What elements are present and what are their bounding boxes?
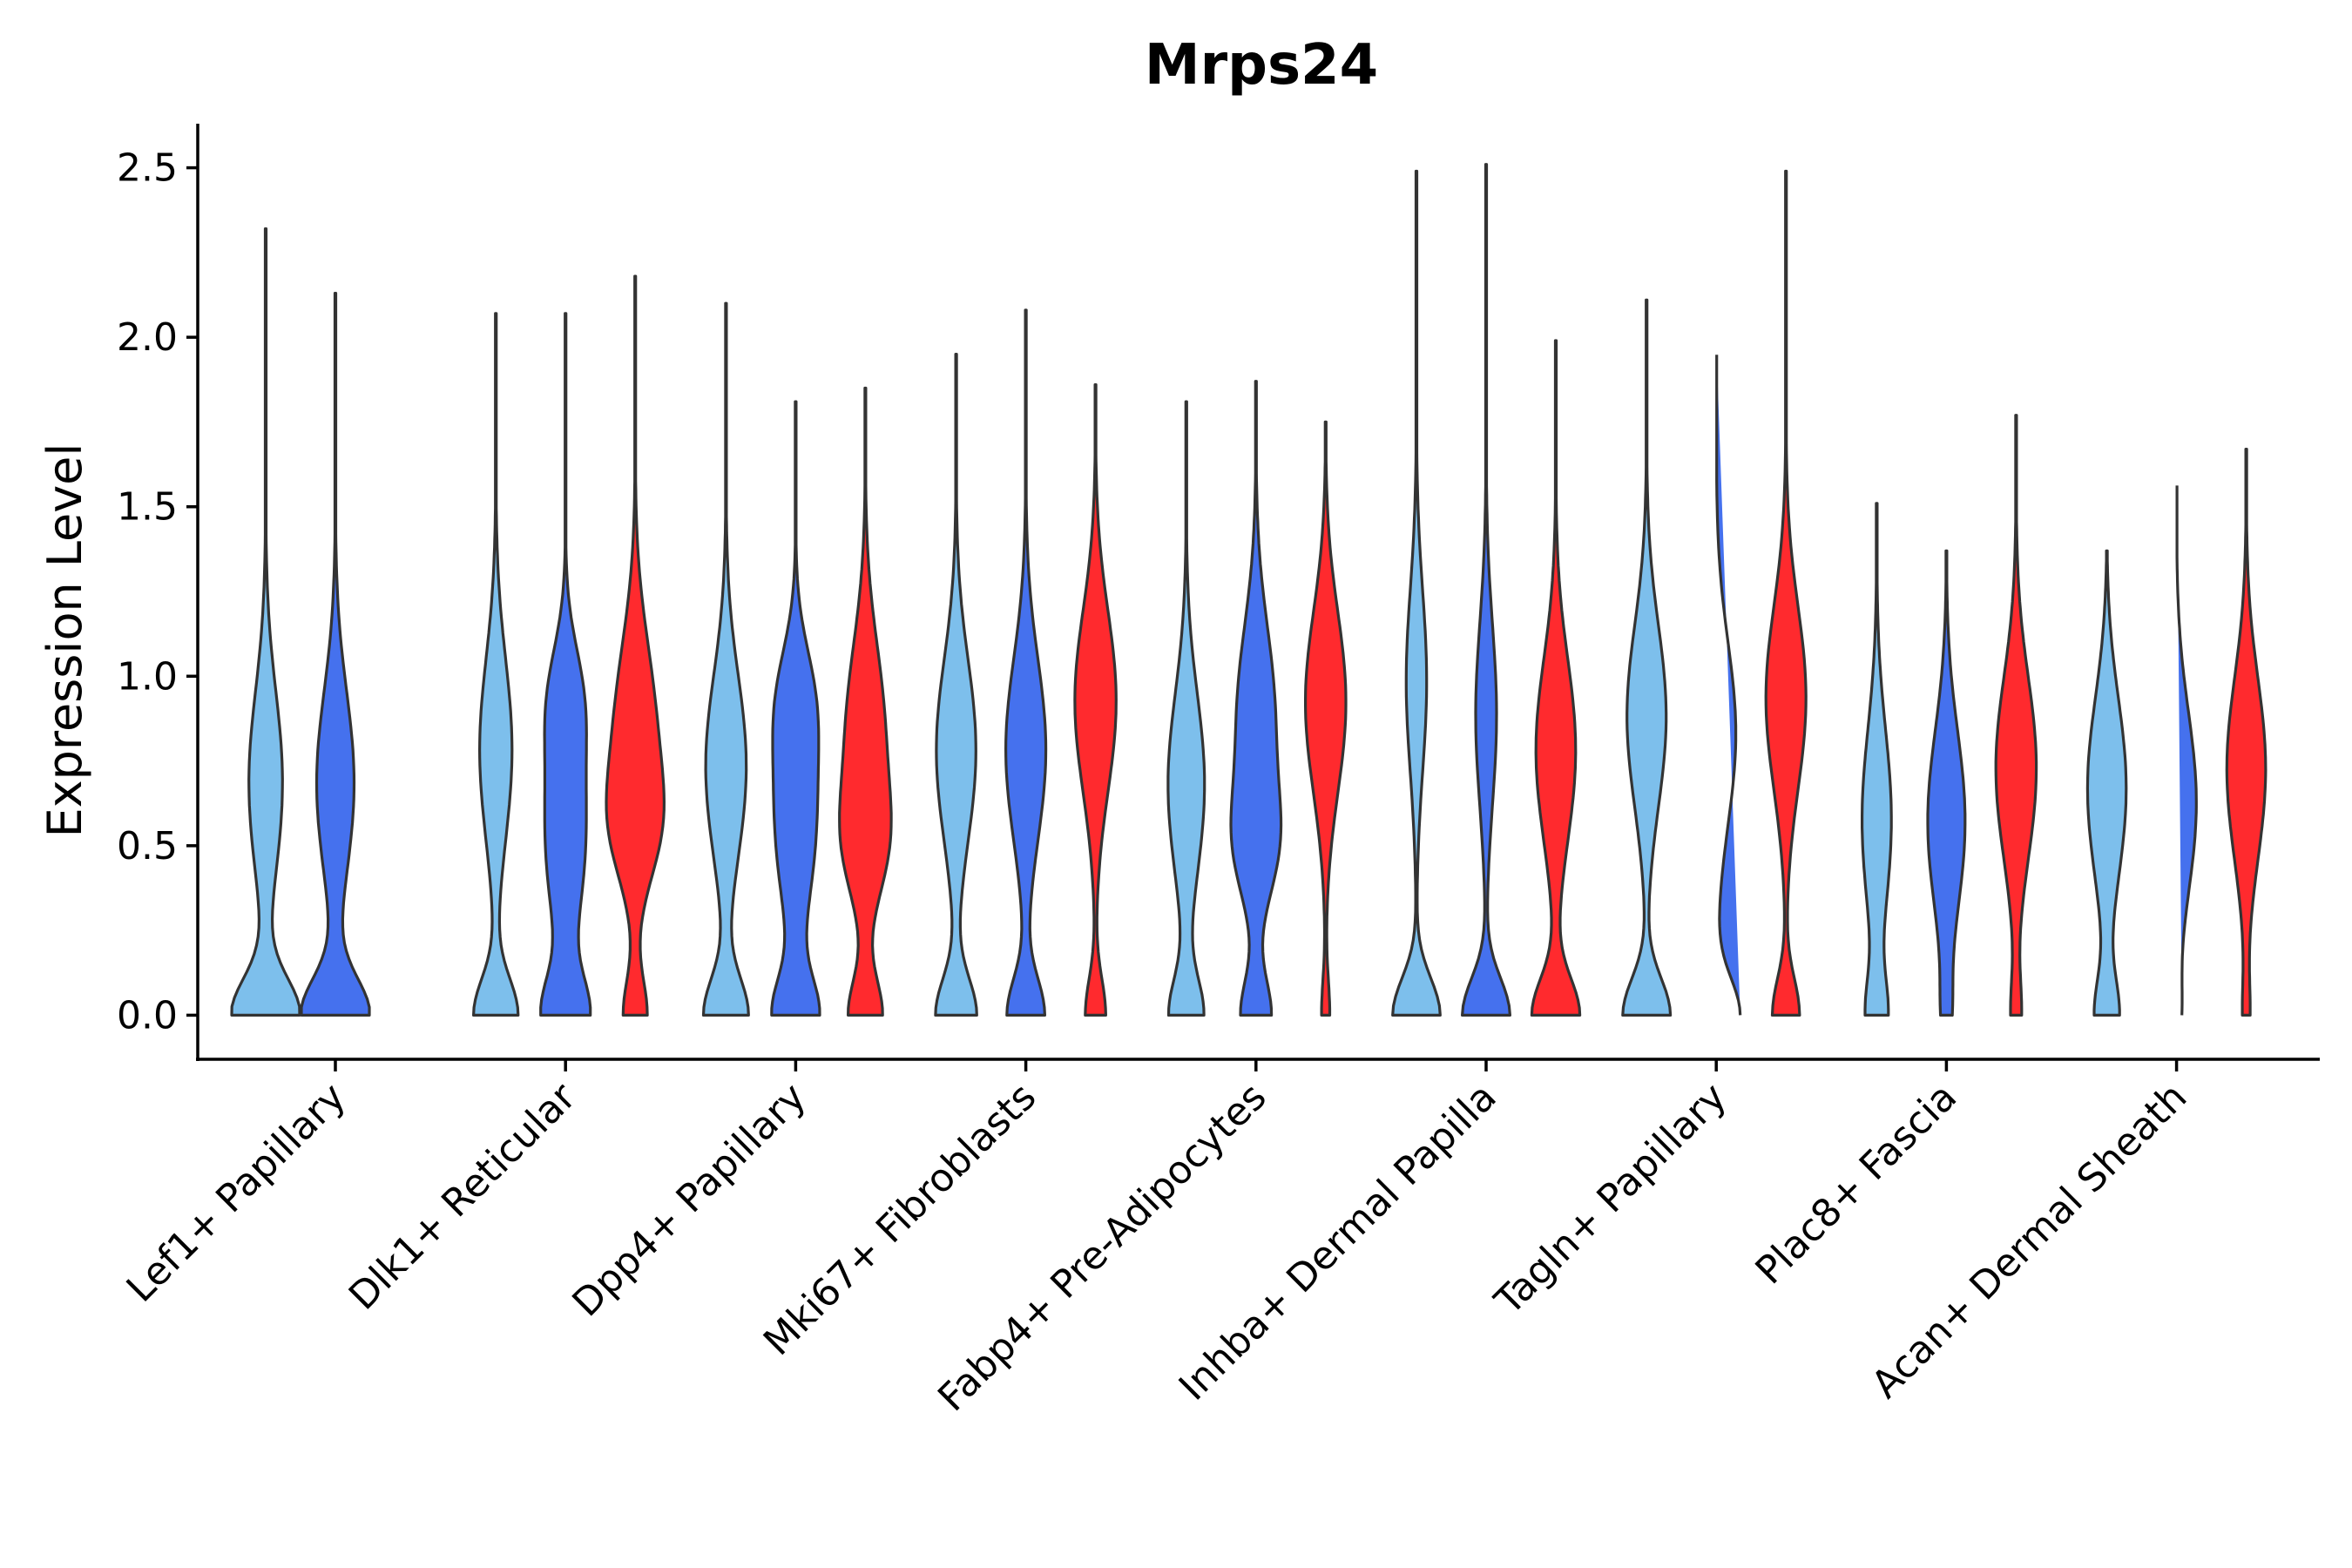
violin-group-light-blue [934, 353, 978, 1017]
violin-group-red [1073, 383, 1118, 1017]
y-tick-label: 1.0 [117, 654, 178, 699]
violin-group-light-blue [701, 301, 750, 1017]
violin-group-blue [1229, 380, 1283, 1017]
y-axis-label: Expression Level [37, 443, 92, 838]
x-category-label: Plac8+ Fascia [1747, 1075, 1966, 1294]
violin-group-red [1530, 339, 1582, 1017]
y-axis-ticks: 0.0 0.5 1.0 1.5 2.0 2.5 [117, 146, 198, 1037]
y-tick-label: 1.5 [117, 485, 178, 530]
violin-group-blue [300, 292, 371, 1017]
violin-group-blue [1926, 549, 1967, 1017]
violin-group-blue [770, 400, 821, 1017]
violin-group-blue [2175, 485, 2198, 1016]
x-category-label: Tagln+ Papillary [1486, 1075, 1735, 1324]
violin-group-blue [539, 312, 592, 1017]
violin-group-red [1304, 420, 1348, 1017]
violin-group-light-blue [1391, 169, 1442, 1017]
y-tick-label: 2.0 [117, 315, 178, 360]
x-category-label: Lef1+ Papillary [118, 1075, 355, 1311]
violin-group-blue [1461, 163, 1511, 1017]
x-category-label: Dlk1+ Reticular [341, 1074, 585, 1319]
violin-group-red [838, 386, 893, 1017]
violin-group-light-blue [1166, 400, 1206, 1017]
violin-group-red [1994, 414, 2038, 1017]
chart-title: Mrps24 [1145, 33, 1378, 98]
violin-group-blue [1004, 308, 1048, 1017]
violin-group-red [605, 274, 666, 1017]
violin-group-light-blue [230, 227, 301, 1017]
x-category-label: Dpp4+ Papillary [564, 1075, 815, 1326]
violin-group-light-blue [472, 312, 520, 1017]
y-tick-label: 2.5 [117, 146, 178, 191]
violin-group-light-blue [1861, 502, 1893, 1017]
violin-group-red [2225, 448, 2268, 1017]
violin-group-red [1764, 169, 1808, 1017]
violin-group-blue [1715, 355, 1742, 1016]
violin-group-light-blue [1621, 298, 1673, 1017]
y-tick-label: 0.0 [117, 993, 178, 1037]
y-tick-label: 0.5 [117, 824, 178, 868]
violin-group-light-blue [2085, 549, 2128, 1017]
violins-layer [230, 163, 2268, 1017]
